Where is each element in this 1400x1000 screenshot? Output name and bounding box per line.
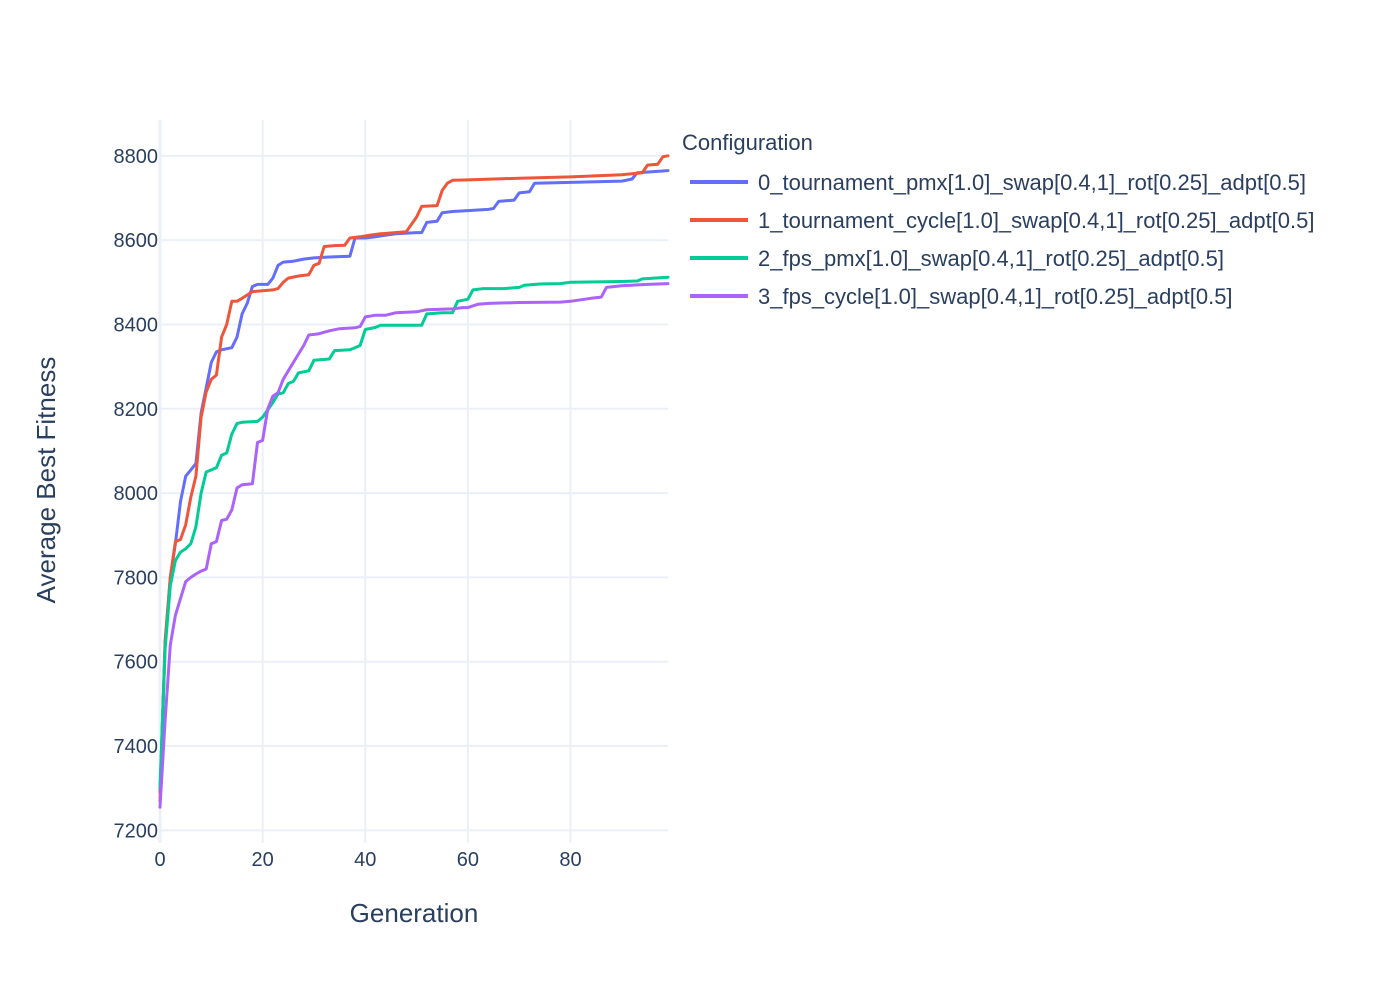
series-line-2: [158, 275, 670, 790]
y-tick-label: 7400: [114, 736, 159, 758]
grid: [158, 120, 668, 843]
x-axis-ticks: 0 20 40 60 80: [154, 849, 581, 871]
legend-title: Configuration: [682, 130, 813, 155]
y-tick-label: 8200: [114, 399, 159, 421]
legend-item-0[interactable]: 0_tournament_pmx[1.0]_swap[0.4,1]_rot[0.…: [690, 170, 1306, 195]
y-tick-label: 7600: [114, 652, 159, 674]
x-tick-label: 60: [457, 849, 479, 871]
legend-item-2[interactable]: 2_fps_pmx[1.0]_swap[0.4,1]_rot[0.25]_adp…: [690, 246, 1224, 271]
y-tick-label: 8600: [114, 230, 159, 252]
x-tick-label: 0: [154, 849, 165, 871]
y-tick-label: 8000: [114, 483, 159, 505]
x-axis-title: Generation: [350, 898, 479, 928]
legend[interactable]: Configuration 0_tournament_pmx[1.0]_swap…: [682, 130, 1315, 309]
y-axis-title: Average Best Fitness: [31, 357, 61, 604]
legend-item-3[interactable]: 3_fps_cycle[1.0]_swap[0.4,1]_rot[0.25]_a…: [690, 284, 1233, 309]
legend-label: 1_tournament_cycle[1.0]_swap[0.4,1]_rot[…: [758, 208, 1315, 233]
y-axis-ticks: 7200 7400 7600 7800 8000 8200 8400 8600 8800: [114, 146, 159, 843]
y-tick-label: 7800: [114, 567, 159, 589]
x-tick-label: 40: [354, 849, 376, 871]
plot-area: [158, 154, 670, 809]
y-tick-label: 8400: [114, 314, 159, 336]
series-line-1: [158, 154, 670, 803]
y-tick-label: 8800: [114, 146, 159, 168]
y-tick-label: 7200: [114, 820, 159, 842]
legend-item-1[interactable]: 1_tournament_cycle[1.0]_swap[0.4,1]_rot[…: [690, 208, 1315, 233]
x-tick-label: 80: [559, 849, 581, 871]
legend-label: 3_fps_cycle[1.0]_swap[0.4,1]_rot[0.25]_a…: [758, 284, 1233, 309]
x-tick-label: 20: [252, 849, 274, 871]
series-line-3: [158, 282, 670, 809]
series-line-0: [158, 169, 670, 794]
legend-label: 2_fps_pmx[1.0]_swap[0.4,1]_rot[0.25]_adp…: [758, 246, 1224, 271]
legend-label: 0_tournament_pmx[1.0]_swap[0.4,1]_rot[0.…: [758, 170, 1306, 195]
